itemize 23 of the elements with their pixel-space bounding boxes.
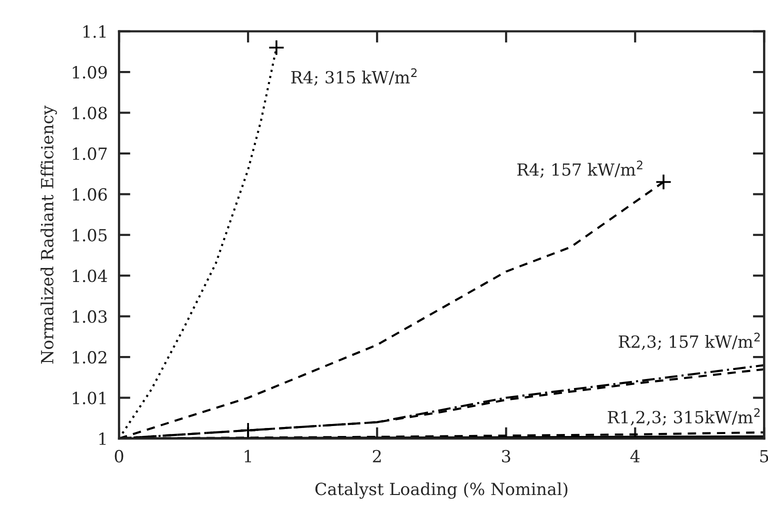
series-label: R1,2,3; 315kW/m$^{2}$ bbox=[608, 408, 760, 426]
series-label: R4; 315 kW/m$^{2}$ bbox=[291, 68, 417, 86]
x-axis-title: Catalyst Loading (% Nominal) bbox=[315, 482, 568, 499]
y-tick-label: 1.04 bbox=[72, 270, 108, 282]
y-tick-label: 1.05 bbox=[72, 228, 107, 242]
y-tick-label: 1.01 bbox=[72, 392, 106, 404]
series-label: R2,3; 157 kW/m$^{2}$ bbox=[618, 332, 760, 350]
x-tick-label: 3 bbox=[502, 450, 510, 462]
y-tick-label: 1.08 bbox=[72, 106, 107, 120]
x-tick-label: 1 bbox=[244, 450, 251, 462]
x-tick-label: 4 bbox=[630, 450, 640, 462]
y-tick-label: 1.03 bbox=[72, 310, 107, 323]
y-tick-label: 1.07 bbox=[72, 147, 107, 160]
y-tick-label: 1.02 bbox=[72, 351, 106, 364]
y-tick-label: 1 bbox=[99, 432, 106, 445]
y-tick-label: 1.09 bbox=[72, 66, 107, 79]
y-axis-title: Normalized Radiant Efficiency bbox=[40, 105, 57, 364]
y-tick-label: 1.06 bbox=[72, 188, 107, 201]
series-label: R4; 157 kW/m$^{2}$ bbox=[517, 160, 642, 178]
x-tick-label: 5 bbox=[760, 450, 768, 462]
x-tick-label: 2 bbox=[372, 450, 381, 462]
x-tick-label: 0 bbox=[114, 450, 124, 462]
y-tick-label: 1.1 bbox=[83, 25, 106, 38]
